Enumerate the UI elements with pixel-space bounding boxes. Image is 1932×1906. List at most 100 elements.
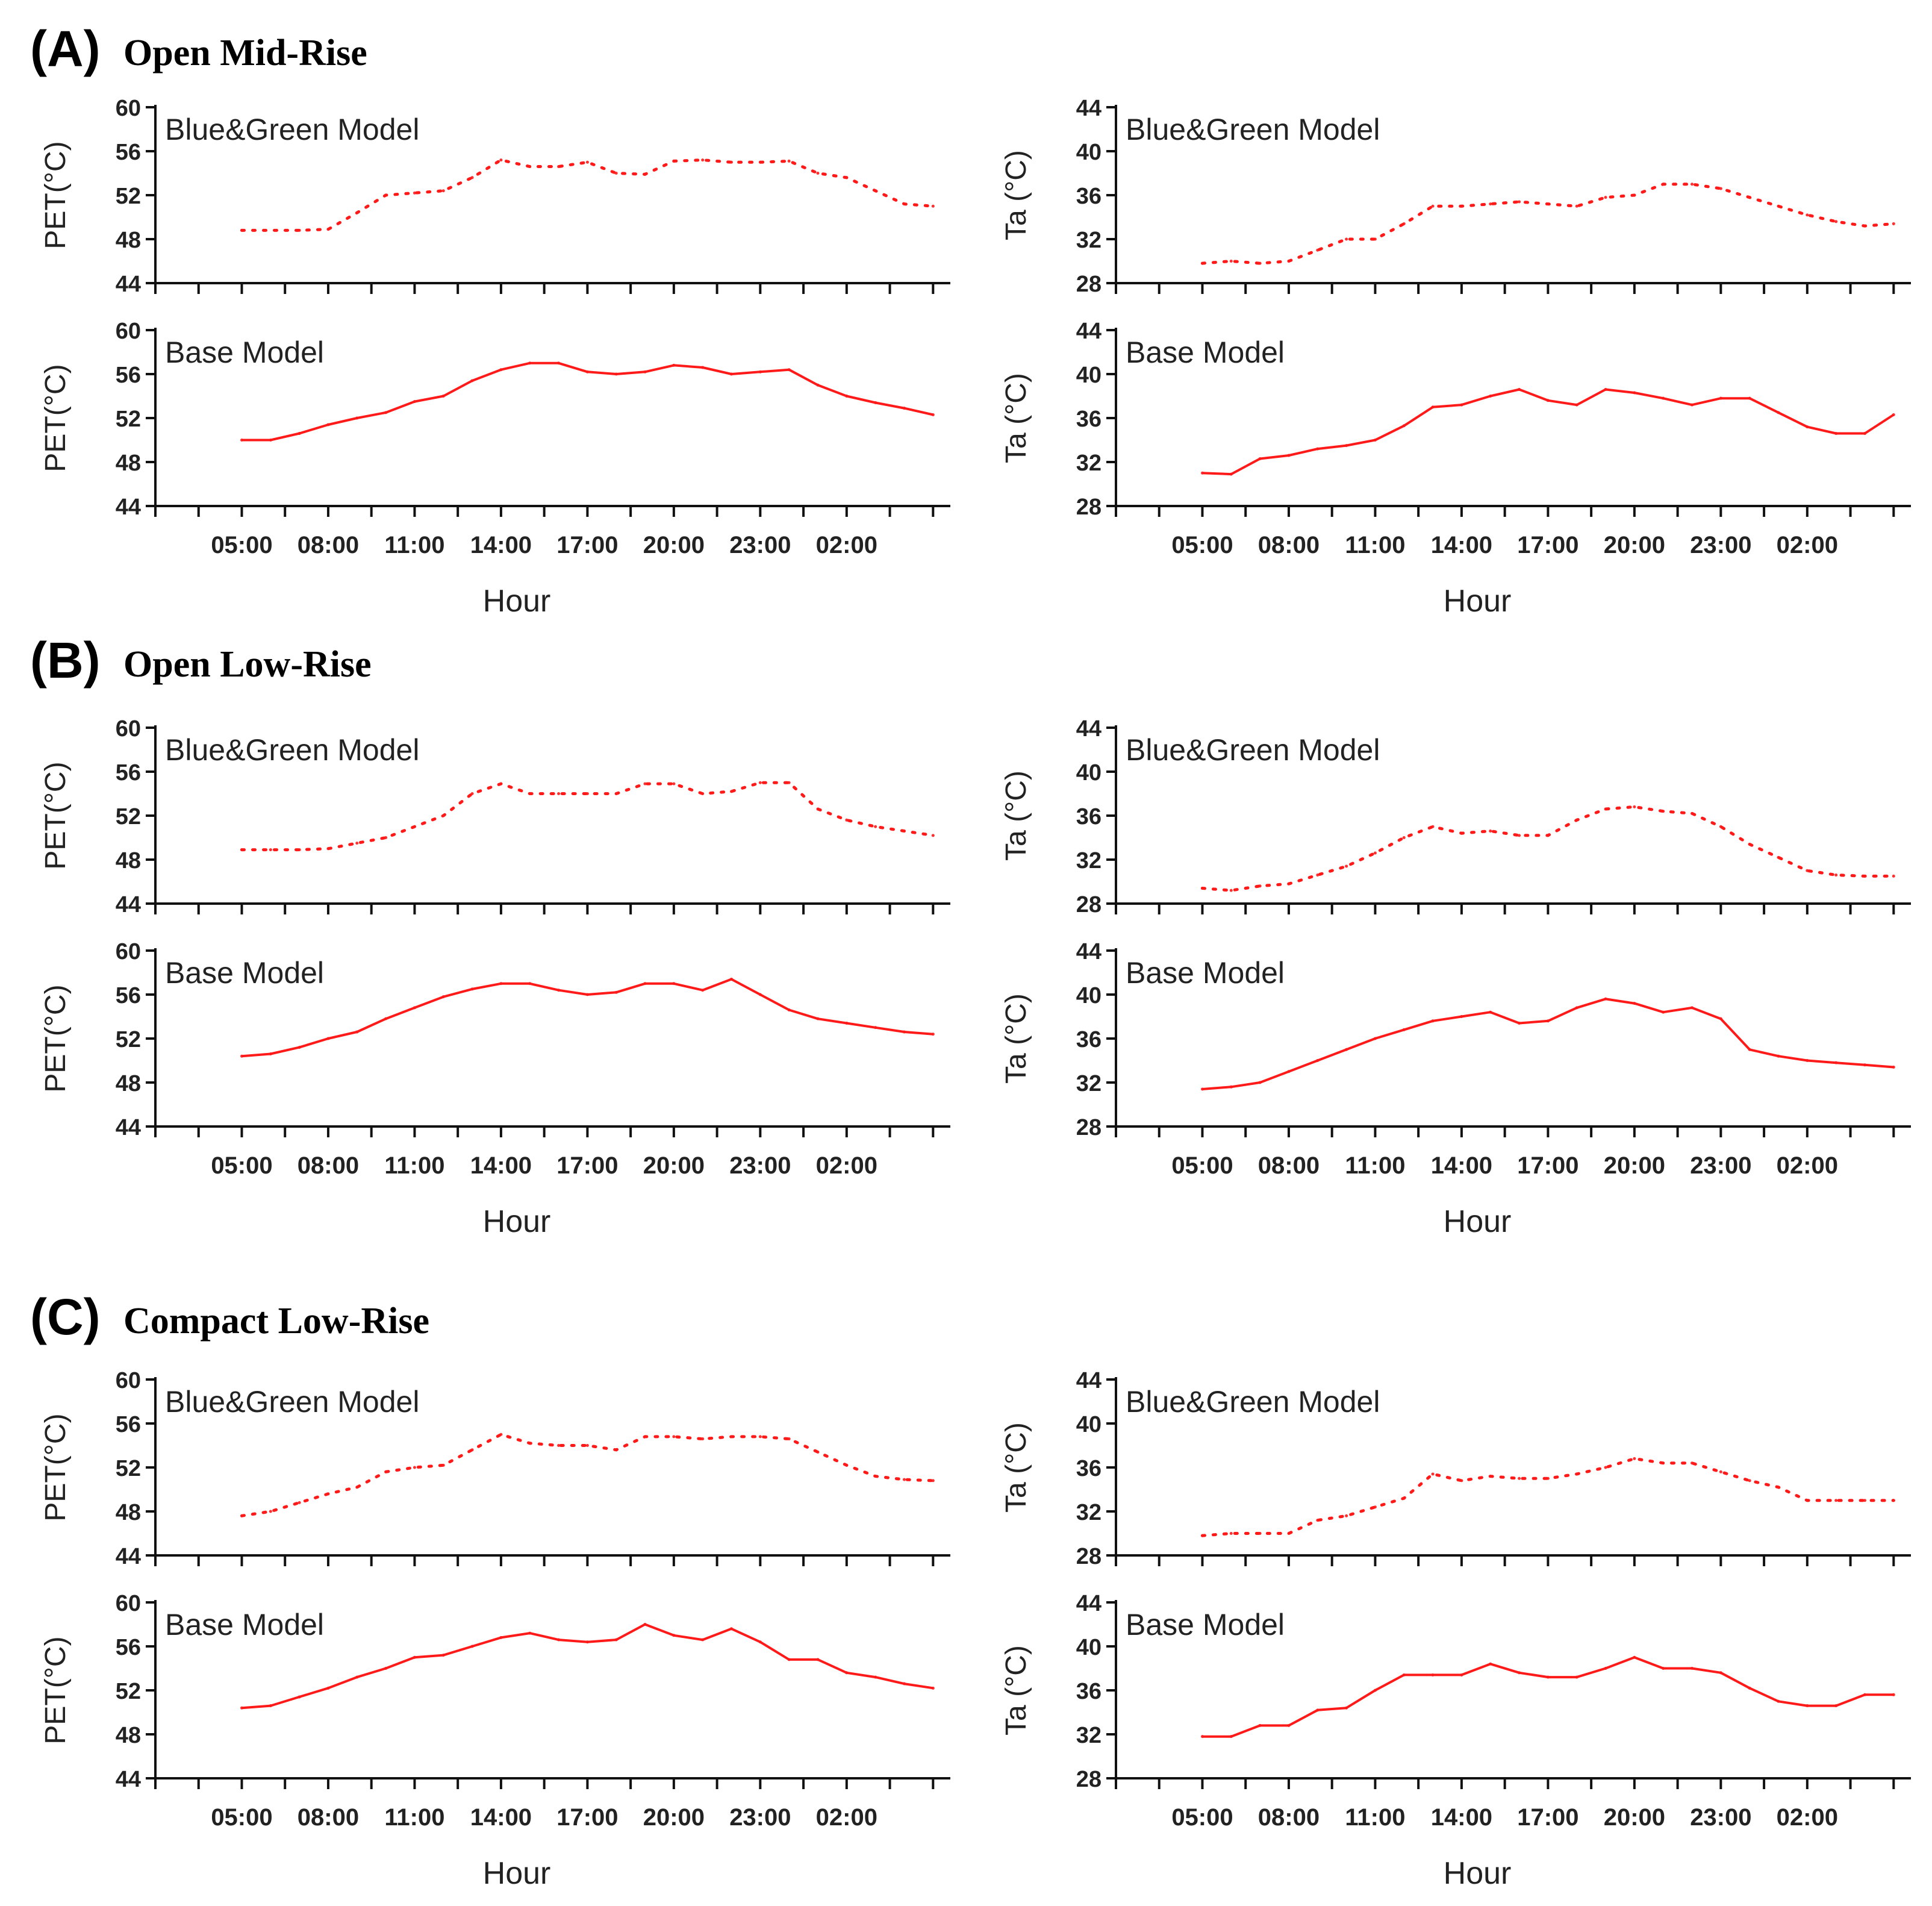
data-point [1287,882,1291,886]
x-tick-label: 14:00 [470,1152,532,1179]
y-tick-label: 40 [1076,1635,1102,1660]
y-tick-label: 52 [116,1456,141,1481]
data-point [499,1636,503,1639]
data-point [1460,1479,1463,1483]
y-axis-title: PET(°C) [40,761,72,869]
y-tick-label: 44 [116,1767,141,1792]
data-point [845,395,849,398]
data-point [1748,1686,1751,1690]
data-point [269,1704,272,1708]
data-point [1863,432,1866,436]
data-point [1892,874,1895,878]
data-point [931,413,935,417]
data-point [902,830,906,833]
data-point [758,1435,762,1439]
data-point [1258,457,1262,461]
data-point [1834,1499,1838,1502]
data-point [1604,196,1607,199]
x-tick-label: 23:00 [1690,1152,1751,1179]
data-point [1575,1675,1578,1679]
data-point [672,982,676,986]
data-point [1662,183,1665,186]
x-axis-title: Hour [483,1856,551,1891]
y-tick-label: 48 [116,1500,141,1525]
data-point [1719,1470,1722,1473]
data-point [1690,403,1694,407]
data-point [1518,200,1521,204]
model-label: Base Model [165,1608,324,1642]
data-point [1575,818,1578,822]
data-point [1229,260,1233,263]
data-point [1431,1472,1435,1476]
data-point [1316,873,1320,877]
data-point [787,159,791,163]
data-point [902,1478,906,1481]
data-point [845,1671,849,1675]
data-point [528,361,532,365]
x-tick-label: 17:00 [556,1152,618,1179]
data-point [1489,830,1492,833]
data-point [441,814,445,817]
data-point [240,1054,243,1058]
data-point [614,1638,618,1642]
data-point [240,1514,243,1517]
x-tick-label: 23:00 [729,1804,791,1831]
data-point [614,990,618,994]
data-point [730,160,734,164]
x-tick-label: 08:00 [298,1804,359,1831]
data-point [1546,834,1550,837]
data-point [441,395,445,398]
x-tick-label: 08:00 [298,1152,359,1179]
x-tick-label: 02:00 [1777,1804,1838,1831]
data-point [240,1706,243,1710]
data-point [384,1470,388,1473]
data-point [1489,1475,1492,1478]
model-label: Base Model [1126,1608,1285,1642]
data-point [470,379,474,383]
data-point [816,1017,820,1020]
y-tick-label: 28 [1076,1767,1102,1792]
y-axis-title: Ta (°C) [1000,993,1032,1084]
data-point [1345,444,1348,448]
data-point [1690,1461,1694,1465]
panel-letter: (C) [30,1289,101,1345]
data-point [240,848,243,852]
x-tick-label: 08:00 [1258,1804,1320,1831]
data-point [672,1435,676,1439]
y-tick-label: 44 [116,272,141,297]
y-tick-label: 60 [116,1368,141,1393]
data-point [787,1008,791,1012]
data-point [672,782,676,786]
data-point [1834,1061,1838,1064]
data-point [1200,261,1204,265]
x-tick-label: 02:00 [1777,532,1838,558]
y-axis-title: PET(°C) [40,1636,72,1744]
series-line [241,978,933,1058]
data-point [269,1052,272,1056]
data-point [1373,237,1377,241]
data-point [585,160,589,164]
data-point [1546,1675,1550,1679]
y-tick-label: 60 [116,716,141,742]
data-point [298,432,301,436]
data-point [441,995,445,999]
y-tick-label: 40 [1076,140,1102,165]
data-point [1633,391,1636,395]
data-point [1460,403,1463,407]
y-tick-label: 44 [116,495,141,520]
data-point [1719,1017,1722,1020]
data-point [643,982,647,986]
y-tick-label: 48 [116,451,141,476]
data-point [413,1466,416,1469]
y-tick-label: 36 [1076,407,1102,432]
y-tick-label: 44 [1076,1368,1102,1393]
data-point [816,1658,820,1661]
data-point [384,193,388,197]
data-point [557,1638,561,1642]
data-point [787,781,791,784]
y-tick-label: 32 [1076,1500,1102,1525]
data-point [1719,1671,1722,1675]
x-tick-label: 20:00 [643,1152,705,1179]
data-point [1863,224,1866,228]
y-tick-label: 52 [116,1027,141,1052]
